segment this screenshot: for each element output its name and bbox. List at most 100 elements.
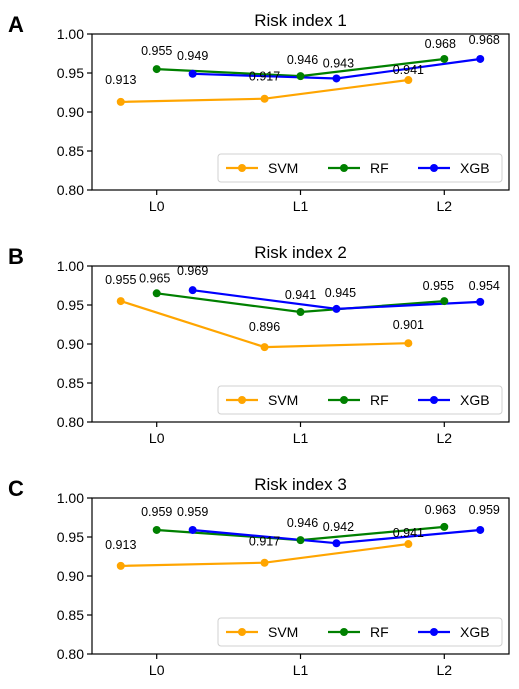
panel-c-data-label: 0.946: [287, 516, 318, 530]
panel-a-title: Risk index 1: [254, 11, 347, 30]
panel-c-data-label: 0.959: [141, 505, 172, 519]
panel-b-data-label: 0.941: [285, 288, 316, 302]
panel-c-data-label: 0.913: [105, 538, 136, 552]
panel-c-ytick-label: 0.85: [57, 607, 84, 623]
panel-a-legend-label-rf: RF: [370, 160, 389, 176]
panel-c-series-xgb-point: [332, 539, 341, 548]
panel-b-series-xgb-point: [332, 304, 341, 313]
panel-a-ytick-label: 0.95: [57, 65, 84, 81]
panel-c-series-rf-point: [152, 525, 161, 534]
panel-b-series-svm-point: [404, 339, 413, 348]
panel-c-series-rf-point: [440, 522, 449, 531]
panel-b-legend-label-xgb: XGB: [460, 392, 490, 408]
panel-a-xtick-label: L2: [437, 198, 453, 214]
panel-a-data-label: 0.968: [425, 37, 456, 51]
panel-a-series-xgb-point: [188, 69, 197, 78]
panel-b-data-label: 0.896: [249, 320, 280, 334]
panel-b-title: Risk index 2: [254, 243, 347, 262]
panel-b-data-label: 0.965: [139, 271, 170, 285]
panel-a-series-svm-point: [260, 94, 269, 103]
panel-a-data-label: 0.949: [177, 49, 208, 63]
panel-b-ytick-label: 0.80: [57, 414, 84, 430]
panel-b-series-rf-point: [152, 289, 161, 298]
panel-b-series-rf-point: [296, 308, 305, 317]
panel-c-data-label: 0.963: [425, 503, 456, 517]
panel-c-legend-marker-xgb: [430, 628, 438, 636]
panel-b-letter: B: [8, 244, 24, 269]
panel-c-letter: C: [8, 476, 24, 501]
panel-b-legend-marker-svm: [238, 396, 246, 404]
panel-b-legend-label-svm: SVM: [268, 392, 298, 408]
panel-b-xtick-label: L0: [149, 430, 165, 446]
panel-a-series-xgb-point: [332, 74, 341, 83]
panel-c-series-xgb-point: [188, 525, 197, 534]
panel-a-data-label: 0.946: [287, 53, 318, 67]
panel-c-series-xgb-point: [476, 525, 485, 534]
panel-a-series-rf-point: [440, 54, 449, 63]
panel-c-ytick-label: 0.95: [57, 529, 84, 545]
panel-a-legend-marker-xgb: [430, 164, 438, 172]
panel-c-legend-label-svm: SVM: [268, 624, 298, 640]
panel-c-legend-label-xgb: XGB: [460, 624, 490, 640]
panel-c-title: Risk index 3: [254, 475, 347, 494]
panel-a-data-label: 0.913: [105, 73, 136, 87]
panel-a-ytick-label: 0.80: [57, 182, 84, 198]
panel-c-ytick-label: 1.00: [57, 490, 84, 506]
panel-a-series-rf-point: [296, 72, 305, 81]
panel-a-legend-marker-rf: [340, 164, 348, 172]
panel-b-xtick-label: L1: [293, 430, 309, 446]
panel-b-data-label: 0.969: [177, 264, 208, 278]
panel-c-series-svm-point: [260, 558, 269, 567]
panel-a-letter: A: [8, 12, 24, 37]
panel-b-xtick-label: L2: [437, 430, 453, 446]
panel-c-data-label: 0.959: [177, 505, 208, 519]
panel-a-series-xgb-point: [476, 54, 485, 63]
panel-c-ytick-label: 0.90: [57, 568, 84, 584]
panel-b-data-label: 0.954: [469, 279, 500, 293]
panel-b-series-svm-point: [116, 297, 125, 306]
panel-a-data-label: 0.943: [323, 56, 354, 70]
panel-c-xtick-label: L1: [293, 662, 309, 678]
panel-c-data-label: 0.941: [393, 526, 424, 540]
panel-c-legend-marker-svm: [238, 628, 246, 636]
panel-a-series-svm-point: [404, 76, 413, 85]
panel-c-legend-marker-rf: [340, 628, 348, 636]
panel-a-data-label: 0.941: [393, 63, 424, 77]
panel-b-data-label: 0.955: [423, 279, 454, 293]
panel-c-xtick-label: L0: [149, 662, 165, 678]
panel-c-series-svm-point: [116, 561, 125, 570]
panel-c-series-rf-point: [296, 536, 305, 545]
panel-b-legend-marker-rf: [340, 396, 348, 404]
panel-b-series-rf-point: [440, 297, 449, 306]
panel-a-ytick-label: 1.00: [57, 26, 84, 42]
panel-b-ytick-label: 0.85: [57, 375, 84, 391]
panel-b-legend-marker-xgb: [430, 396, 438, 404]
panel-a-data-label: 0.955: [141, 44, 172, 58]
panel-b-legend-label-rf: RF: [370, 392, 389, 408]
panel-c-data-label: 0.917: [249, 535, 280, 549]
panel-a-series-svm-point: [116, 97, 125, 106]
panel-b-ytick-label: 1.00: [57, 258, 84, 274]
panel-a-legend-label-svm: SVM: [268, 160, 298, 176]
panel-c-data-label: 0.942: [323, 520, 354, 534]
panel-a-legend-marker-svm: [238, 164, 246, 172]
panel-c-legend-label-rf: RF: [370, 624, 389, 640]
panel-c-ytick-label: 0.80: [57, 646, 84, 662]
panel-b-series-xgb-point: [476, 297, 485, 306]
panel-c-data-label: 0.959: [469, 503, 500, 517]
panel-b-series-xgb-point: [188, 286, 197, 295]
panel-b-series-svm-point: [260, 343, 269, 352]
panel-b-data-label: 0.945: [325, 286, 356, 300]
panel-a-xtick-label: L0: [149, 198, 165, 214]
panel-c-xtick-label: L2: [437, 662, 453, 678]
panel-a-legend-label-xgb: XGB: [460, 160, 490, 176]
panel-b-ytick-label: 0.90: [57, 336, 84, 352]
panel-a-data-label: 0.968: [469, 33, 500, 47]
panel-b-data-label: 0.955: [105, 273, 136, 287]
panel-a-data-label: 0.917: [249, 70, 280, 84]
panel-a-xtick-label: L1: [293, 198, 309, 214]
panel-b-ytick-label: 0.95: [57, 297, 84, 313]
panel-b-data-label: 0.901: [393, 318, 424, 332]
panel-a-series-rf-point: [152, 65, 161, 74]
